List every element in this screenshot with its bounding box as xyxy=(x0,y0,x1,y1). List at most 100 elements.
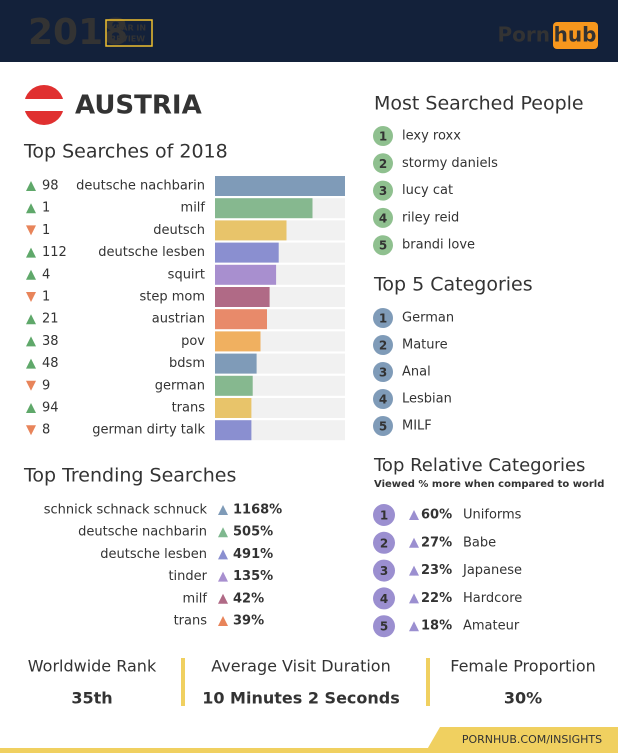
section-title: Most Searched People xyxy=(374,93,584,115)
year: 2018 xyxy=(28,12,128,53)
stat-label: Average Visit Duration xyxy=(211,657,390,676)
bar xyxy=(215,375,253,396)
trend-arrow xyxy=(218,505,228,515)
trend-change: 39% xyxy=(233,614,264,629)
search-term: bdsm xyxy=(169,356,205,371)
bar xyxy=(215,198,313,219)
country: AUSTRIA xyxy=(75,91,202,121)
bar xyxy=(215,331,261,352)
rank-badge xyxy=(373,180,393,201)
relative-arrow xyxy=(409,621,419,632)
stat-value: 35th xyxy=(71,689,112,708)
trend-change: 505% xyxy=(233,525,273,540)
change-value: 4 xyxy=(42,267,50,282)
relative-arrow xyxy=(409,510,419,520)
rank-number: 3 xyxy=(379,184,387,198)
rank-number: 2 xyxy=(379,157,387,171)
search-term: austrian xyxy=(152,312,205,327)
rank-number: 5 xyxy=(379,239,387,253)
change-arrow xyxy=(26,203,36,214)
rank-number: 4 xyxy=(379,393,387,407)
trend-arrow xyxy=(218,616,228,626)
change-value: 38 xyxy=(42,334,59,349)
section-title: Top Relative Categories xyxy=(373,455,585,476)
trend-term: schnick schnack schnuck xyxy=(44,503,208,518)
list-item: German xyxy=(402,311,454,326)
rank-badge xyxy=(373,308,393,328)
bar xyxy=(215,309,267,330)
list-item: MILF xyxy=(402,419,432,434)
footer-line xyxy=(0,748,618,753)
change-arrow xyxy=(26,181,36,191)
section-title: Top Searches of 2018 xyxy=(23,141,228,163)
relative-pct: 22% xyxy=(421,591,452,606)
search-term: squirt xyxy=(168,267,205,282)
trend-arrow xyxy=(218,527,228,538)
change-value: 1 xyxy=(42,201,50,216)
rank-number: 4 xyxy=(380,592,388,606)
rank-badge xyxy=(373,153,393,174)
rank-badge xyxy=(373,531,395,554)
bar xyxy=(215,398,252,418)
logo-right: hub xyxy=(554,23,597,47)
stat-label: Female Proportion xyxy=(450,657,596,676)
list-item: lexy roxx xyxy=(402,129,461,144)
trend-change: 491% xyxy=(233,547,273,562)
search-term: pov xyxy=(181,334,205,349)
list-item: Lesbian xyxy=(402,392,452,407)
relative-pct: 27% xyxy=(421,535,452,550)
stat-value: 10 Minutes 2 Seconds xyxy=(202,689,400,708)
change-value: 98 xyxy=(42,179,59,194)
rank-badge xyxy=(373,615,395,638)
bar xyxy=(215,264,277,285)
trend-arrow xyxy=(218,593,228,604)
relative-name: Hardcore xyxy=(463,591,522,606)
change-arrow xyxy=(26,336,36,347)
change-value: 1 xyxy=(42,223,50,238)
list-item: brandi love xyxy=(402,238,475,253)
badge-line: REVIEW xyxy=(110,35,145,44)
change-arrow xyxy=(26,358,36,369)
trend-arrow xyxy=(218,549,228,560)
search-term: trans xyxy=(172,401,206,416)
search-term: deutsche lesben xyxy=(98,245,205,260)
rank-badge xyxy=(373,416,393,436)
section-title: Top 5 Categories xyxy=(373,274,533,296)
change-arrow xyxy=(26,247,36,258)
search-term: step mom xyxy=(139,290,205,305)
rank-number: 1 xyxy=(379,130,387,144)
trend-change: 42% xyxy=(233,591,264,606)
rank-badge xyxy=(373,559,395,582)
rank-badge xyxy=(373,207,393,228)
stat-value: 30% xyxy=(504,689,542,708)
rank-number: 5 xyxy=(380,620,388,634)
rank-badge xyxy=(373,362,393,382)
bar xyxy=(215,420,252,441)
change-value: 8 xyxy=(42,423,50,438)
relative-arrow xyxy=(409,565,419,576)
rank-badge xyxy=(373,587,395,610)
relative-arrow xyxy=(409,593,419,604)
change-value: 94 xyxy=(42,401,59,416)
list-item: Anal xyxy=(402,365,431,380)
section-title: Top Trending Searches xyxy=(23,465,236,487)
change-arrow xyxy=(26,380,36,391)
trend-term: trans xyxy=(174,614,208,629)
change-value: 9 xyxy=(42,378,50,393)
search-term: german xyxy=(155,378,205,393)
rank-badge xyxy=(373,126,393,146)
rank-number: 4 xyxy=(379,211,387,225)
trend-term: milf xyxy=(183,591,208,606)
change-arrow xyxy=(26,403,36,413)
section-subtitle: Viewed % more when compared to world xyxy=(374,479,604,490)
change-arrow xyxy=(26,292,36,302)
rank-number: 5 xyxy=(379,420,387,434)
list-item: lucy cat xyxy=(402,183,453,198)
header-band xyxy=(0,0,618,62)
list-item: riley reid xyxy=(402,210,459,225)
trend-change: 135% xyxy=(233,569,273,584)
rank-number: 2 xyxy=(379,339,387,353)
relative-name: Babe xyxy=(463,535,496,550)
trend-change: 1168% xyxy=(233,503,282,518)
